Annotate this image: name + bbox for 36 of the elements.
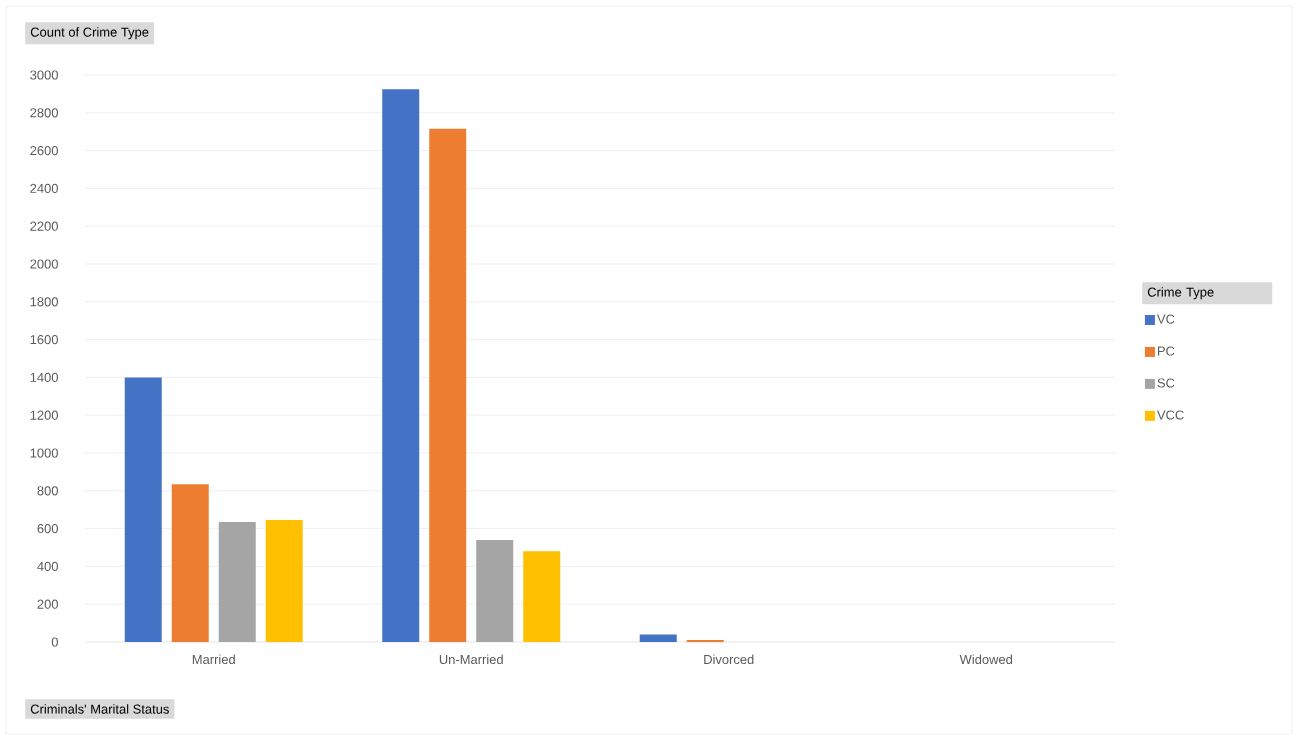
y-tick-label: 2200	[30, 221, 58, 231]
y-tick-label: 1800	[30, 297, 58, 307]
y-tick-label: 1000	[30, 448, 58, 458]
y-axis-title: Count of Crime Type	[30, 27, 149, 40]
bar	[476, 539, 514, 642]
y-tick-label: 400	[37, 561, 58, 571]
y-tick-label: 2800	[30, 108, 58, 118]
bar	[523, 551, 561, 642]
y-tick-label: 1200	[30, 410, 58, 420]
x-tick-label: Divorced	[704, 654, 754, 665]
bar	[124, 377, 162, 642]
y-tick-label: 2600	[30, 146, 58, 156]
bar	[382, 89, 420, 642]
y-tick-label: 2000	[30, 259, 58, 269]
legend-label: VCC	[1156, 410, 1184, 420]
x-tick-label: Widowed	[959, 654, 1013, 665]
y-tick-label: 1600	[30, 335, 58, 345]
x-tick-label: Married	[192, 654, 235, 665]
bar	[265, 520, 303, 642]
y-tick-label: 3000	[30, 70, 58, 80]
y-tick-label: 1400	[30, 372, 58, 382]
y-tick-label: 600	[37, 524, 58, 534]
legend-label: PC	[1157, 346, 1175, 356]
y-tick-label: 800	[37, 486, 58, 496]
y-tick-label: 200	[37, 599, 58, 609]
x-tick-label: Un-Married	[439, 654, 503, 665]
bar	[429, 128, 467, 642]
bar	[171, 484, 209, 642]
y-tick-label: 0	[51, 637, 58, 647]
bar	[639, 634, 677, 642]
y-tick-label: 2400	[30, 183, 58, 193]
legend-label: SC	[1157, 378, 1175, 388]
legend-label: VC	[1156, 314, 1175, 324]
legend-title: Crime Type	[1147, 287, 1214, 300]
x-axis-title: Criminals' Marital Status	[30, 704, 169, 714]
bar	[218, 521, 256, 642]
